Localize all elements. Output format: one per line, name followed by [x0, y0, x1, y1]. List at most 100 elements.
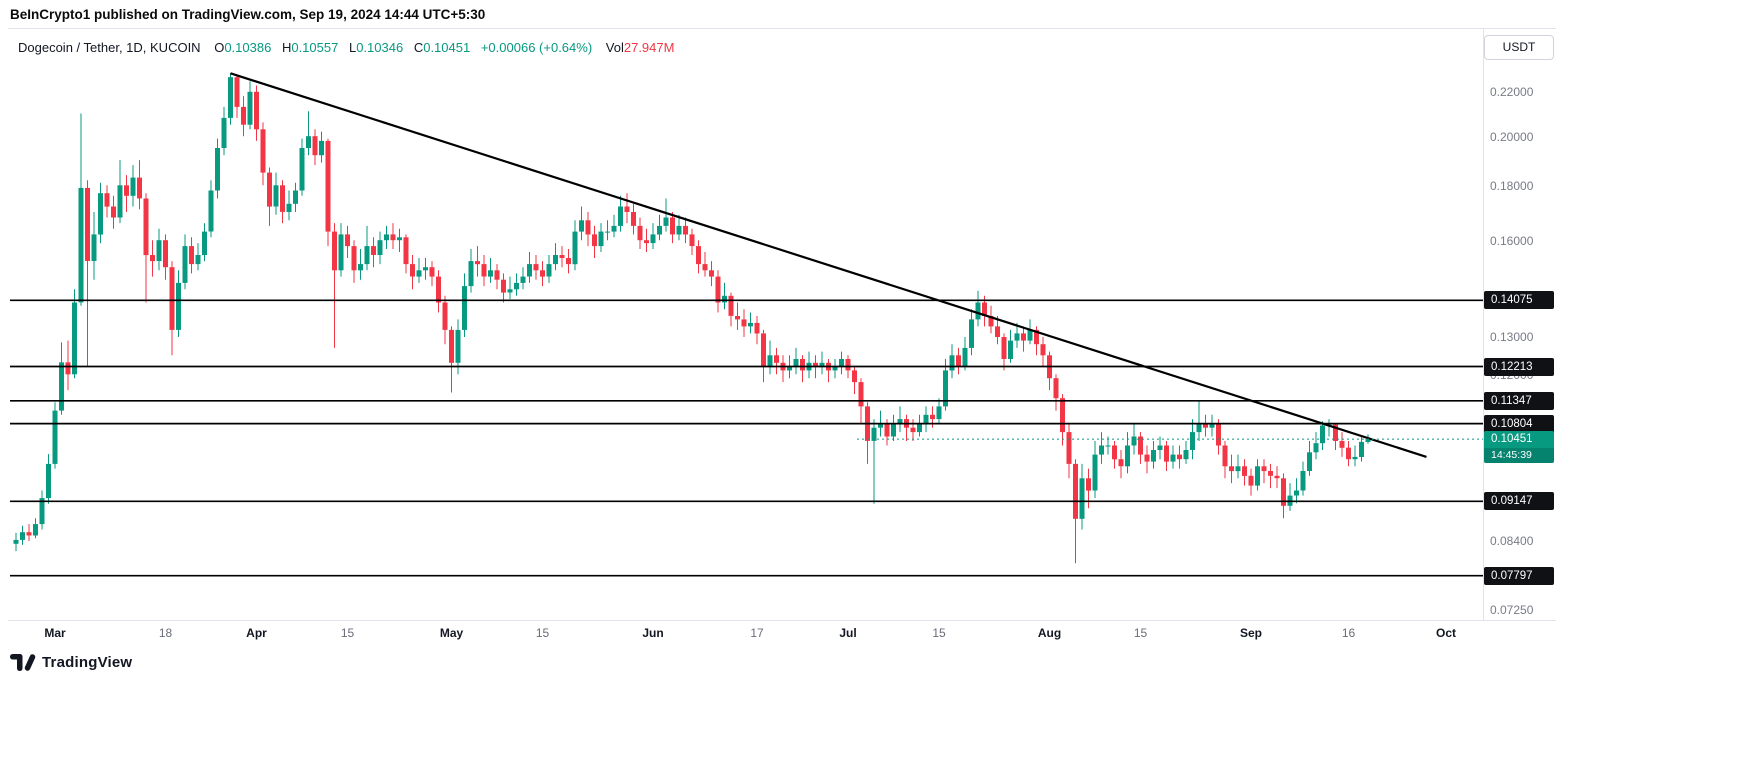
- chart-legend: Dogecoin / Tether, 1D, KUCOIN O0.10386 H…: [18, 40, 674, 55]
- price-axis-label[interactable]: 0.07250: [1490, 602, 1534, 617]
- candle-body: [143, 198, 149, 256]
- time-axis-label[interactable]: 16: [1341, 626, 1356, 640]
- candle-body: [676, 225, 682, 235]
- time-axis-label[interactable]: Aug: [1037, 626, 1062, 640]
- candle-body: [1138, 436, 1143, 455]
- candle-body: [559, 255, 565, 258]
- tradingview-logo-icon: [10, 654, 36, 671]
- candle-body: [683, 225, 688, 235]
- symbol-title[interactable]: Dogecoin / Tether, 1D, KUCOIN: [18, 40, 201, 55]
- candle-body: [832, 366, 838, 371]
- candle-body: [637, 225, 643, 241]
- descending-trendline[interactable]: [230, 72, 1427, 458]
- candle-body: [1203, 423, 1208, 428]
- price-axis-label[interactable]: 0.16000: [1490, 233, 1534, 248]
- time-axis-label[interactable]: 15: [535, 626, 550, 640]
- time-axis-label[interactable]: 15: [340, 626, 355, 640]
- time-axis-label[interactable]: 15: [932, 626, 946, 640]
- candle-body: [1281, 478, 1286, 506]
- candle-body: [345, 234, 350, 247]
- candle-body: [936, 406, 942, 420]
- candle-body: [709, 270, 714, 277]
- candle-body: [449, 329, 454, 363]
- time-axis-label[interactable]: May: [439, 626, 464, 640]
- candle-body: [33, 524, 38, 536]
- candle-body: [878, 423, 883, 428]
- candle-body: [1229, 466, 1234, 472]
- candle-body: [124, 185, 129, 196]
- candle-body: [722, 295, 727, 303]
- candle-body: [13, 539, 19, 544]
- candle-body: [1079, 478, 1085, 519]
- price-axis-label[interactable]: 0.20000: [1490, 129, 1534, 144]
- candle-body: [117, 185, 123, 218]
- candle-body: [247, 91, 253, 125]
- time-axis-label[interactable]: 18: [158, 626, 173, 640]
- time-axis-label[interactable]: Jul: [839, 626, 857, 640]
- candle-body: [1294, 490, 1299, 496]
- close-value: 0.10451: [423, 40, 471, 55]
- volume-value: 27.947M: [623, 40, 675, 55]
- candle-body: [800, 359, 805, 371]
- candle-body: [715, 276, 721, 303]
- open-label: O: [214, 40, 225, 55]
- candle-body: [644, 240, 649, 244]
- candle-body: [436, 276, 441, 303]
- time-axis-label[interactable]: Mar: [44, 626, 66, 640]
- candle-body: [241, 106, 246, 125]
- close-label: C: [413, 40, 424, 55]
- candle-body: [1242, 466, 1247, 476]
- candle-body: [995, 326, 1000, 337]
- candle-body: [572, 231, 578, 265]
- candle-body: [1190, 432, 1195, 450]
- time-axis-label[interactable]: Apr: [246, 626, 267, 640]
- time-axis-label[interactable]: Jun: [642, 626, 664, 640]
- time-axis-label[interactable]: Sep: [1239, 626, 1263, 640]
- time-axis-label[interactable]: 17: [750, 626, 764, 640]
- candle-body: [20, 532, 25, 540]
- candle-body: [1320, 425, 1325, 444]
- candle-body: [488, 270, 493, 277]
- price-axis-label[interactable]: 0.13000: [1490, 330, 1534, 345]
- candle-body: [208, 190, 214, 232]
- candle-body: [728, 295, 734, 316]
- candle-body: [943, 370, 948, 407]
- candle-body: [1112, 445, 1117, 460]
- candle-body: [696, 246, 701, 265]
- candle-body: [1196, 423, 1202, 433]
- candle-body: [1073, 463, 1078, 519]
- candle-body: [442, 302, 448, 330]
- candle-body: [1131, 436, 1137, 446]
- candle-body: [78, 187, 84, 303]
- candle-body: [410, 264, 415, 277]
- candles-layer[interactable]: [13, 73, 1371, 564]
- time-axis-label[interactable]: 15: [1133, 626, 1148, 640]
- candle-body: [1034, 329, 1039, 345]
- price-axis-label[interactable]: 0.22000: [1490, 85, 1534, 99]
- price-axis-label[interactable]: 0.08400: [1490, 534, 1534, 548]
- candle-body: [852, 370, 857, 383]
- candle-body: [280, 185, 285, 212]
- candle-body: [1008, 340, 1013, 359]
- price-axis-label[interactable]: 0.18000: [1490, 178, 1534, 193]
- currency-toggle-button[interactable]: USDT: [1484, 35, 1554, 60]
- time-axis-label[interactable]: Oct: [1435, 626, 1457, 640]
- candle-body: [1027, 329, 1033, 341]
- candle-body: [546, 264, 552, 277]
- low-value: 0.10346: [356, 40, 404, 55]
- candle-body: [319, 140, 324, 156]
- candle-body: [46, 463, 51, 499]
- tradingview-logo[interactable]: TradingView: [10, 654, 132, 671]
- candle-body: [1313, 443, 1319, 453]
- candle-body: [527, 264, 532, 277]
- candle-body: [975, 302, 981, 320]
- candle-body: [332, 231, 337, 271]
- candle-body: [585, 220, 591, 235]
- candle-body: [754, 322, 760, 334]
- candle-body: [1086, 478, 1091, 491]
- candle-body: [98, 193, 103, 235]
- candle-body: [1333, 424, 1338, 441]
- candle-body: [39, 498, 45, 525]
- candle-body: [1352, 456, 1358, 460]
